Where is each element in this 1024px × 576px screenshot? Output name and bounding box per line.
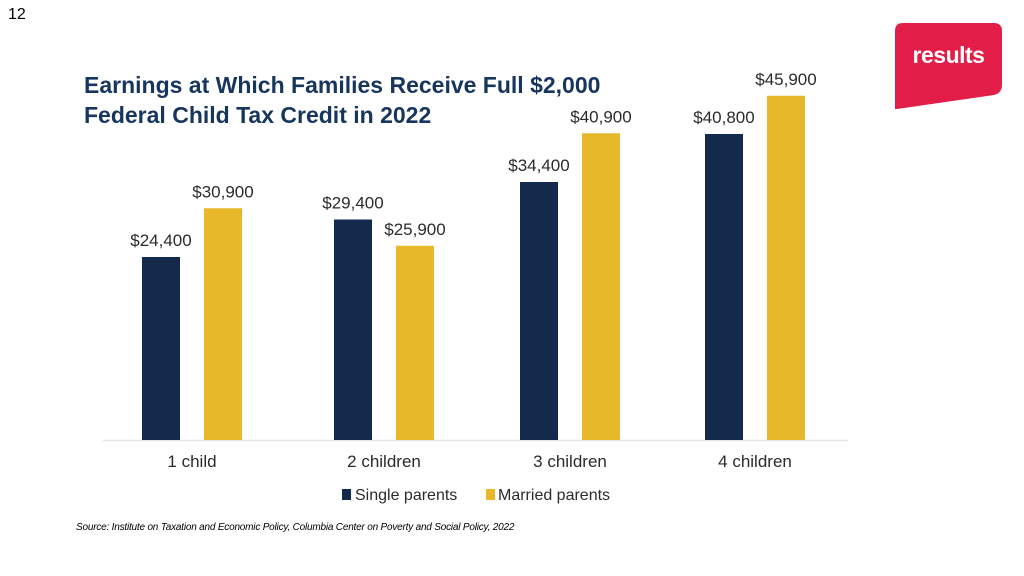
bar-single-4 xyxy=(705,134,743,440)
data-label-single-2: $29,400 xyxy=(322,194,383,213)
logo-text: results xyxy=(912,42,985,68)
chart-title-line-1: Earnings at Which Families Receive Full … xyxy=(84,72,601,98)
data-label-single-3: $34,400 xyxy=(508,156,569,175)
x-tick-label: 3 children xyxy=(533,452,607,471)
x-tick-label: 4 children xyxy=(718,452,792,471)
chart-title: Earnings at Which Families Receive Full … xyxy=(84,70,644,130)
legend-single-swatch xyxy=(342,489,351,500)
legend-single-label: Single parents xyxy=(355,487,457,504)
logo-badge-icon xyxy=(895,23,1002,109)
slide-number: 12 xyxy=(8,6,26,23)
data-label-married-3: $40,900 xyxy=(570,107,631,126)
source-note: Source: Institute on Taxation and Econom… xyxy=(76,522,515,533)
results-logo: results xyxy=(895,23,1003,109)
bar-single-3 xyxy=(520,182,558,440)
bar-single-2 xyxy=(334,219,372,440)
bar-married-2 xyxy=(396,245,434,440)
legend-married-label: Married parents xyxy=(498,487,610,504)
bar-married-4 xyxy=(767,95,805,440)
data-label-married-2: $25,900 xyxy=(384,220,445,239)
bar-married-1 xyxy=(204,208,242,440)
bar-married-3 xyxy=(582,133,620,440)
data-label-single-4: $40,800 xyxy=(693,108,754,127)
bar-single-1 xyxy=(142,257,180,440)
x-tick-label: 1 child xyxy=(167,452,216,471)
legend-married-swatch xyxy=(486,489,495,500)
chart-title-line-2: Federal Child Tax Credit in 2022 xyxy=(84,102,432,128)
data-label-single-1: $24,400 xyxy=(130,231,191,250)
x-tick-label: 2 children xyxy=(347,452,421,471)
data-label-married-4: $45,900 xyxy=(755,70,816,89)
data-label-married-1: $30,900 xyxy=(192,182,253,201)
